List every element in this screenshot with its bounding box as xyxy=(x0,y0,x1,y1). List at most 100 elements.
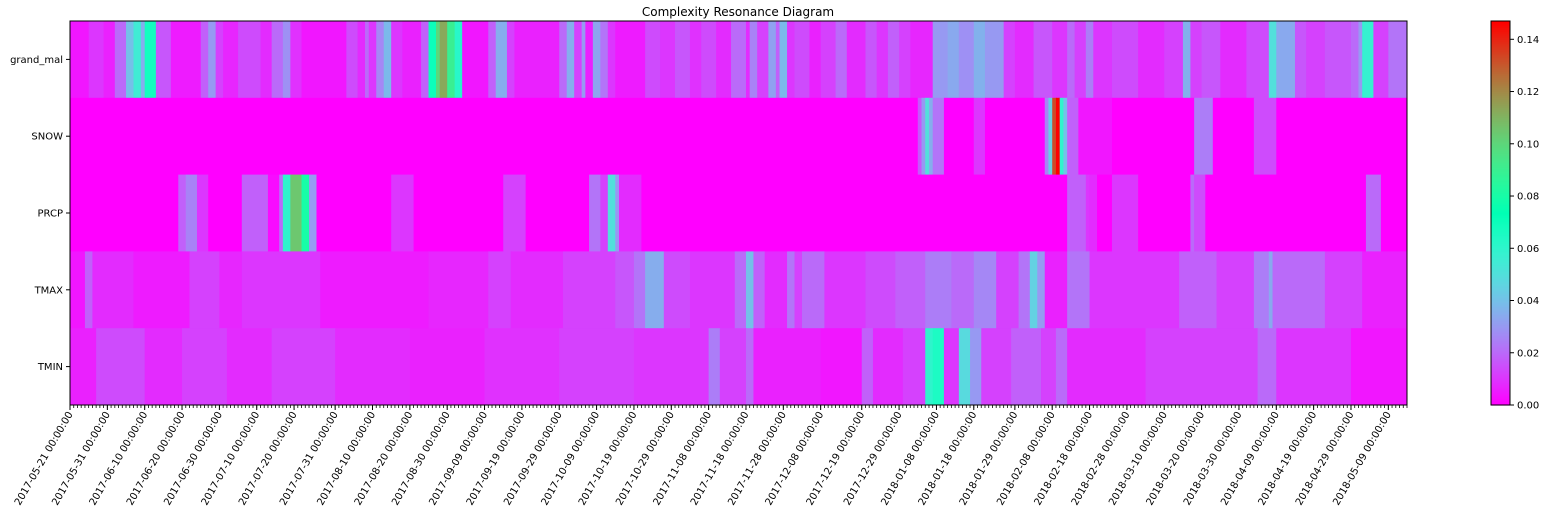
heatmap-cell xyxy=(170,21,202,99)
heatmap-cell xyxy=(335,328,411,405)
heatmap-cell xyxy=(447,21,456,99)
colorbar-swatch xyxy=(1491,35,1510,38)
colorbar-swatch xyxy=(1491,295,1510,298)
colorbar-swatch xyxy=(1491,249,1510,252)
heatmap-cell xyxy=(439,21,448,99)
heatmap-cell xyxy=(155,21,172,99)
colorbar-tick-label: 0.14 xyxy=(1517,35,1539,46)
heatmap-cell xyxy=(260,21,273,99)
heatmap-cell xyxy=(1111,174,1139,252)
heatmap-cell xyxy=(126,21,135,99)
heatmap-cell xyxy=(1373,21,1389,99)
heatmap-cell xyxy=(1253,97,1277,176)
colorbar-swatch xyxy=(1491,327,1510,330)
colorbar-swatch xyxy=(1491,247,1510,250)
colorbar-swatch xyxy=(1491,189,1510,192)
colorbar-swatch xyxy=(1491,161,1510,164)
heatmap-cell xyxy=(973,21,986,99)
heatmap-cell xyxy=(1216,251,1255,329)
colorbar-swatch xyxy=(1491,401,1510,404)
colorbar-swatch xyxy=(1491,153,1510,156)
heatmap-cell xyxy=(925,251,952,329)
colorbar-swatch xyxy=(1491,149,1510,152)
heatmap-cell xyxy=(70,174,179,252)
colorbar-swatch xyxy=(1491,287,1510,290)
heatmap-cell xyxy=(376,21,385,99)
colorbar-swatch xyxy=(1491,109,1510,112)
heatmap-cell xyxy=(574,21,583,99)
heatmap-cell xyxy=(689,251,736,329)
heatmap-cell xyxy=(745,328,755,405)
heatmap-cell xyxy=(1033,21,1053,99)
colorbar-swatch xyxy=(1491,371,1510,374)
heatmap-cell xyxy=(663,251,691,329)
heatmap-cell xyxy=(320,251,430,329)
heatmap-cell xyxy=(1276,21,1296,99)
heatmap-cell xyxy=(899,21,911,99)
heatmap-cell xyxy=(633,251,646,329)
heatmap-cell xyxy=(801,251,825,329)
colorbar-swatch xyxy=(1491,381,1510,384)
heatmap-cell xyxy=(282,21,291,99)
colorbar-swatch xyxy=(1491,129,1510,132)
colorbar-swatch xyxy=(1491,383,1510,386)
heatmap-cell xyxy=(1111,97,1195,176)
colorbar-swatch xyxy=(1491,277,1510,280)
y-tick-label: grand_mal xyxy=(10,55,63,66)
heatmap-cell xyxy=(932,97,945,176)
heatmap-cell xyxy=(1324,251,1363,329)
heatmap-cell xyxy=(958,328,971,405)
colorbar-swatch xyxy=(1491,365,1510,368)
heatmap-cell xyxy=(872,328,904,405)
heatmap-cell xyxy=(114,21,127,99)
colorbar-swatch xyxy=(1491,329,1510,332)
heatmap-cell xyxy=(895,251,926,329)
heatmap-cell xyxy=(787,251,796,329)
heatmap-cell xyxy=(1011,328,1042,405)
colorbar-swatch xyxy=(1491,97,1510,100)
colorbar-swatch xyxy=(1491,387,1510,390)
colorbar-swatch xyxy=(1491,291,1510,294)
colorbar-swatch xyxy=(1491,65,1510,68)
colorbar-swatch xyxy=(1491,331,1510,334)
colorbar-swatch xyxy=(1491,115,1510,118)
heatmap-cell xyxy=(514,21,560,99)
colorbar-swatch xyxy=(1491,167,1510,170)
colorbar-swatch xyxy=(1491,359,1510,362)
heatmap-cell xyxy=(615,21,646,99)
heatmap-cell xyxy=(753,328,822,405)
y-tick-label: TMAX xyxy=(34,285,64,296)
colorbar-swatch xyxy=(1491,251,1510,254)
colorbar-swatch xyxy=(1491,43,1510,46)
colorbar-tick-label: 0.00 xyxy=(1517,401,1539,412)
colorbar-swatch xyxy=(1491,57,1510,60)
colorbar-swatch xyxy=(1491,181,1510,184)
heatmap-cell xyxy=(600,21,609,99)
colorbar-swatch xyxy=(1491,347,1510,350)
heatmap-cell xyxy=(615,174,620,252)
heatmap-cell xyxy=(1358,21,1363,99)
colorbar: 0.00 0.02 0.04 0.06 0.08 0.10 0.12 0.14 xyxy=(1490,20,1539,412)
colorbar-swatch xyxy=(1491,395,1510,398)
colorbar-swatch xyxy=(1491,375,1510,378)
heatmap-cell xyxy=(506,21,516,99)
y-tick-label: TMIN xyxy=(37,362,63,373)
heatmap-cell xyxy=(368,21,377,99)
colorbar-swatch xyxy=(1491,29,1510,32)
colorbar-swatch xyxy=(1491,77,1510,80)
colorbar-swatch xyxy=(1491,163,1510,166)
heatmap-cell xyxy=(753,251,766,329)
heatmap-cell xyxy=(1014,21,1035,99)
heatmap-cell xyxy=(1380,174,1407,252)
heatmap-cell xyxy=(745,21,751,99)
heatmap-cell xyxy=(984,97,1046,176)
heatmap-cell xyxy=(238,21,262,99)
colorbar-swatch xyxy=(1491,93,1510,96)
heatmap-cell xyxy=(1111,21,1139,99)
heatmap-cell xyxy=(1212,97,1255,176)
heatmap-cell xyxy=(267,174,280,252)
heatmap-cell xyxy=(402,21,422,99)
heatmap-cell xyxy=(84,251,94,329)
colorbar-swatch xyxy=(1491,39,1510,42)
